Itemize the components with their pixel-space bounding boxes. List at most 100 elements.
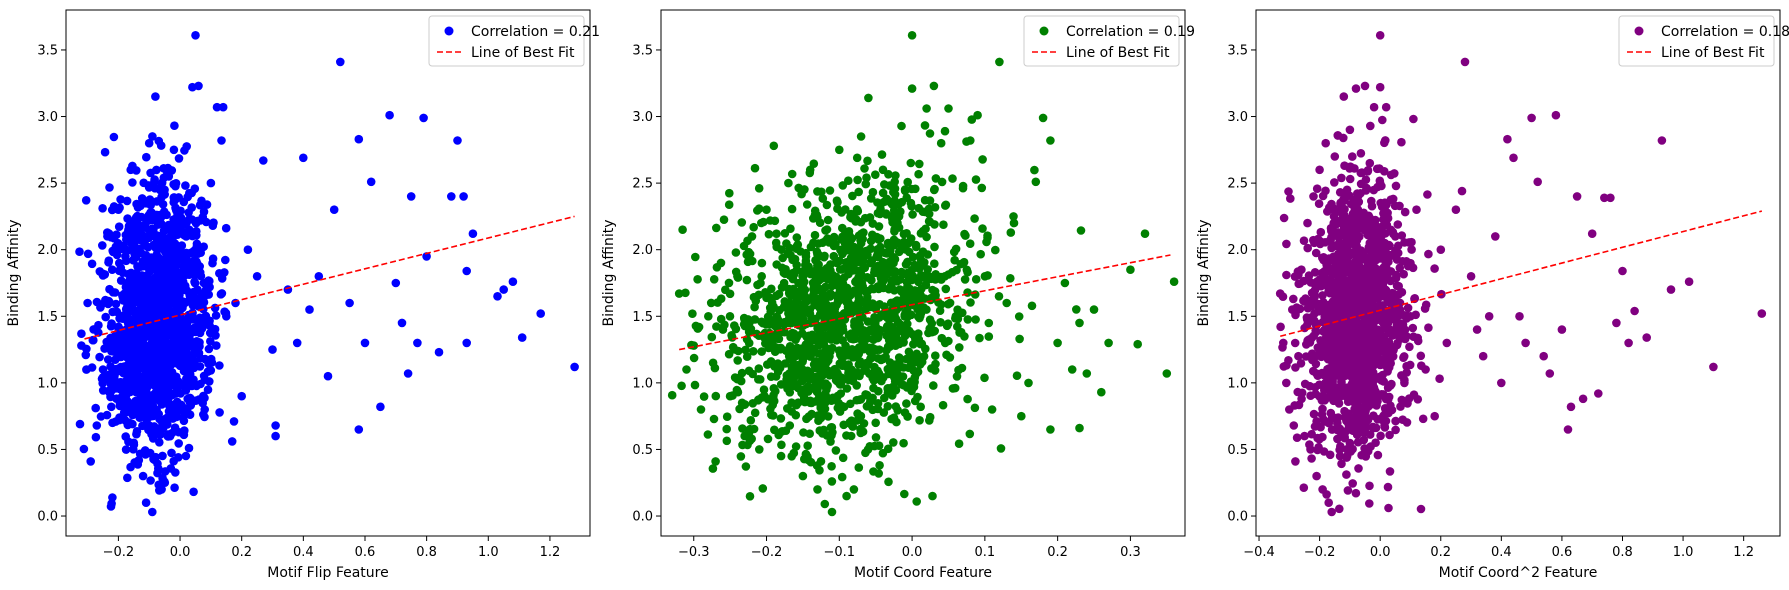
scatter-point <box>899 380 908 390</box>
scatter-point <box>120 416 130 425</box>
scatter-point <box>1323 282 1333 292</box>
scatter-point <box>749 347 758 356</box>
scatter-point <box>902 399 911 408</box>
scatter-point <box>706 298 716 308</box>
scatter-point <box>118 268 128 278</box>
scatter-point <box>1339 329 1348 339</box>
scatter-point <box>762 293 771 303</box>
scatter-point <box>1046 136 1055 145</box>
scatter-point <box>911 369 921 379</box>
scatter-point <box>174 453 183 462</box>
scatter-point-cloud <box>75 121 239 511</box>
scatter-point <box>818 429 827 438</box>
scatter-point <box>771 386 780 396</box>
scatter-point <box>822 225 832 234</box>
scatter-point <box>208 258 217 268</box>
scatter-point <box>829 232 839 242</box>
scatter-point <box>754 364 764 373</box>
scatter-point <box>963 394 972 404</box>
scatter-point <box>91 403 100 413</box>
scatter-point <box>753 206 762 215</box>
scatter-point <box>749 222 758 232</box>
scatter-point <box>774 334 784 344</box>
scatter-point <box>1323 262 1333 271</box>
scatter-point <box>826 335 836 344</box>
scatter-point <box>971 175 981 184</box>
scatter-point <box>754 184 764 193</box>
scatter-point <box>1072 305 1081 314</box>
scatter-point <box>127 379 136 389</box>
scatter-point <box>166 267 176 276</box>
scatter-point <box>1383 482 1393 492</box>
scatter-point <box>1031 177 1041 187</box>
scatter-point <box>98 373 108 382</box>
scatter-point <box>745 492 755 501</box>
scatter-point <box>148 327 157 337</box>
x-tick-label: 0.4 <box>293 545 314 560</box>
scatter-point <box>905 268 914 278</box>
scatter-point <box>711 391 721 401</box>
scatter-point <box>1521 338 1530 348</box>
scatter-point <box>91 432 101 442</box>
scatter-point <box>120 391 129 401</box>
scatter-point <box>875 243 885 253</box>
scatter-point <box>868 353 877 362</box>
scatter-point <box>1319 447 1329 456</box>
scatter-point <box>462 266 472 276</box>
scatter-point <box>806 457 816 467</box>
scatter-point <box>161 244 171 253</box>
scatter-point <box>187 203 196 212</box>
scatter-point <box>1067 365 1077 374</box>
scatter-point <box>958 183 968 193</box>
scatter-point <box>863 445 873 454</box>
scatter-point <box>1334 393 1344 402</box>
scatter-point <box>1291 457 1300 466</box>
scatter-point <box>739 313 749 323</box>
scatter-point <box>1375 31 1385 40</box>
scatter-point <box>838 181 848 190</box>
y-tick-label: 3.5 <box>632 43 653 58</box>
x-tick-label: 0.4 <box>1491 545 1512 560</box>
scatter-point <box>1302 340 1311 349</box>
scatter-point <box>787 169 797 179</box>
scatter-point <box>798 280 808 289</box>
scatter-point <box>109 233 119 243</box>
scatter-point <box>916 402 925 412</box>
scatter-point <box>965 239 975 248</box>
scatter-point <box>1466 272 1476 281</box>
x-axis-label: Motif Flip Feature <box>267 565 388 581</box>
scatter-point <box>1391 327 1401 337</box>
scatter-point <box>788 365 798 375</box>
scatter-point <box>204 276 213 285</box>
scatter-point <box>783 384 792 393</box>
scatter-point <box>170 423 180 433</box>
scatter-point <box>1366 121 1375 131</box>
scatter-point <box>861 179 871 189</box>
scatter-point <box>895 339 904 349</box>
scatter-point <box>125 304 134 313</box>
scatter-point <box>107 402 116 412</box>
scatter-point <box>1316 227 1326 237</box>
y-tick-label: 3.0 <box>632 110 653 125</box>
scatter-point <box>1377 391 1386 400</box>
scatter-point <box>842 258 851 267</box>
scatter-point <box>854 463 864 472</box>
scatter-point <box>907 184 916 194</box>
scatter-point <box>106 387 115 397</box>
scatter-point <box>190 278 200 288</box>
scatter-point <box>1352 208 1362 218</box>
scatter-point <box>813 485 822 494</box>
scatter-point <box>211 311 221 320</box>
scatter-point <box>354 425 364 434</box>
scatter-point <box>88 335 98 345</box>
scatter-point <box>111 417 120 426</box>
scatter-point <box>831 375 841 385</box>
scatter-point <box>1321 138 1330 148</box>
scatter-point <box>212 102 222 112</box>
scatter-point <box>159 370 168 380</box>
scatter-point <box>133 203 143 212</box>
scatter-point <box>1347 320 1357 330</box>
scatter-point <box>217 136 226 145</box>
scatter-point <box>1307 429 1316 439</box>
scatter-point <box>153 220 163 229</box>
